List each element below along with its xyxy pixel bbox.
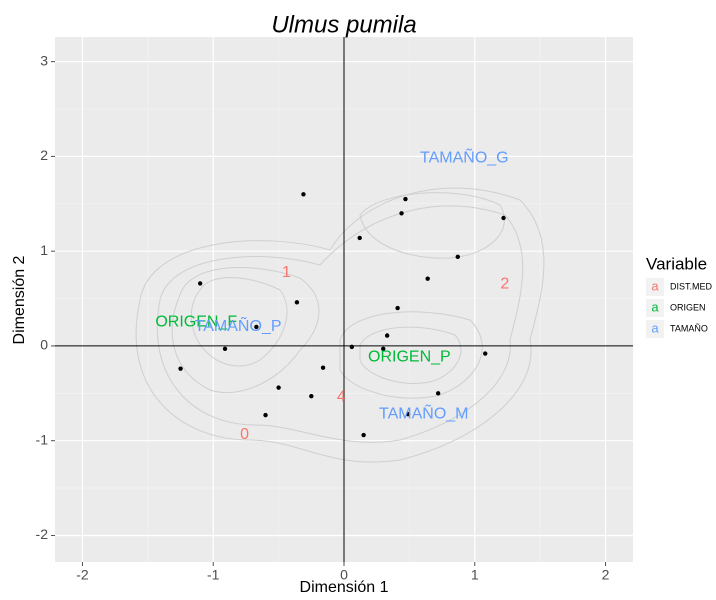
point-label: ORIGEN_P [368,349,451,366]
y-tick-label: 1 [40,242,48,258]
legend-label: DIST.MED [670,281,713,291]
legend: a DIST.MED a ORIGEN a TAMAÑO [646,278,713,338]
point [381,346,386,351]
point [263,412,268,418]
x-tick-label: -2 [76,567,89,583]
point [455,254,460,260]
x-tick-label: -1 [207,567,220,583]
legend-key-glyph: a [651,278,659,293]
x-tick-label: 1 [471,567,479,583]
point [197,281,203,286]
legend-key [646,299,664,317]
point [276,385,281,390]
legend-key-glyph: a [651,299,659,314]
point [254,324,259,330]
point [435,391,441,396]
point [222,346,228,351]
point-label: ORIGEN_F [155,313,237,330]
chart-title: Ulmus pumila [271,11,416,38]
point [357,235,362,241]
x-tick-label: 2 [602,567,610,583]
legend-label: ORIGEN [670,302,706,312]
point-label: 0 [240,426,249,443]
point [403,196,408,202]
point [309,393,314,399]
point [501,215,506,221]
y-tick-label: 2 [40,147,48,163]
y-tick-label: 3 [40,52,48,68]
point [425,276,430,281]
x-tick-label: 0 [340,567,348,583]
point-label: 1 [282,264,291,281]
y-tick-label: -2 [36,526,49,542]
point [301,192,306,197]
point [405,411,411,417]
legend-key [646,278,664,296]
point-label: TAMAÑO_M [379,402,468,422]
point [320,365,326,370]
point [384,333,390,338]
point-label: TAMAÑO_G [420,147,509,167]
point [483,351,488,356]
legend-key-glyph: a [651,320,659,335]
point [395,305,400,311]
point [178,366,183,371]
density-contours [135,187,545,463]
y-tick-label: -1 [36,431,49,447]
marks: 1 2 0 4 ORIGEN_F ORIGEN_P TAMAÑO_G TAMAÑO_P TAMA… [55,37,633,562]
x-axis-label: Dimensión 1 [300,579,389,595]
point [349,344,355,350]
point [399,211,404,216]
point-label: 4 [337,388,346,405]
y-axis-label: Dimensión 2 [11,255,28,344]
legend-title: Variable [646,254,707,273]
point-label: 2 [500,276,509,293]
legend-key [646,320,664,338]
point [361,432,366,438]
y-tick-label: 0 [40,337,48,353]
point [294,300,300,305]
point-label: TAMAÑO_P [195,315,282,335]
legend-label: TAMAÑO [670,323,708,333]
